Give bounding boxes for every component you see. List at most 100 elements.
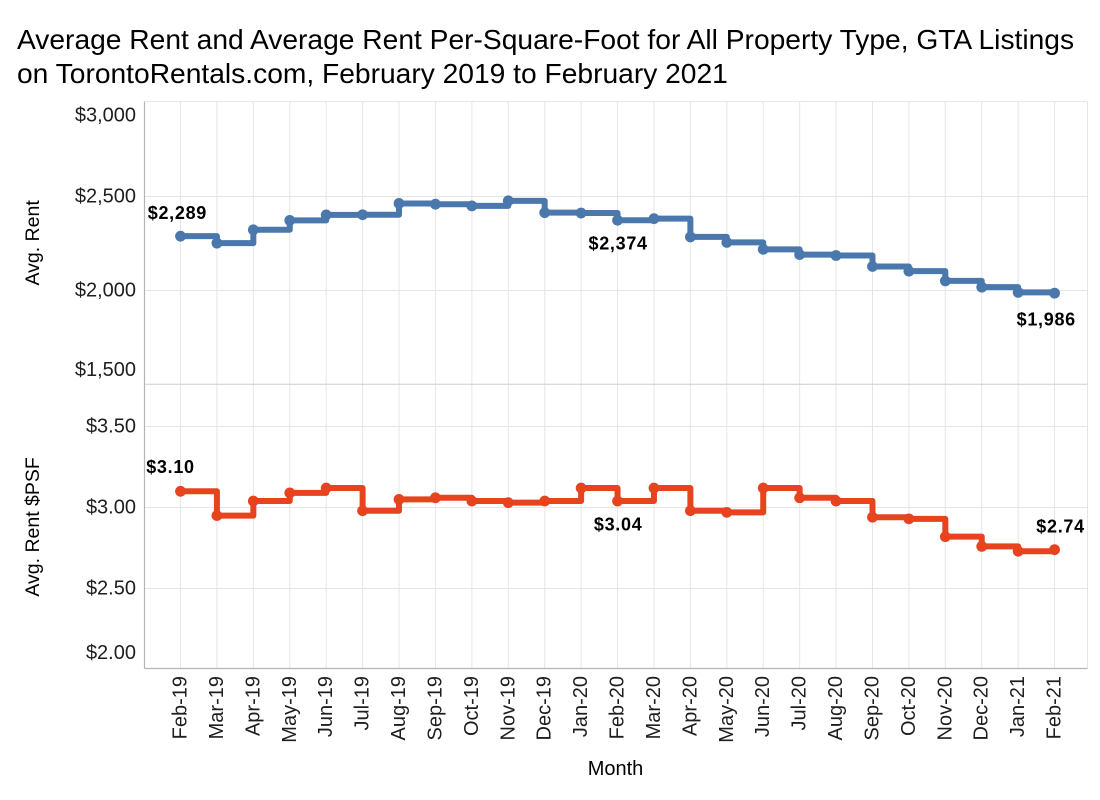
avg-rent-marker-Nov-20[interactable]	[939, 275, 951, 287]
avg-rent-psf-marker-Sep-19[interactable]	[430, 492, 441, 504]
series-layer	[175, 195, 1060, 557]
avg-rent-psf-marker-Mar-20[interactable]	[648, 482, 660, 494]
avg-rent-psf-series	[175, 482, 1060, 557]
avg-rent-marker-Mar-20[interactable]	[648, 213, 660, 225]
avg-rent-psf-marker-Dec-20[interactable]	[976, 540, 988, 552]
x-tick-label-Jan-20[interactable]: Jan-20	[570, 676, 592, 737]
avg-rent-psf-annotations: $3.10 $3.04 $2.74	[146, 457, 1084, 537]
point-label-$1,986: $1,986	[1017, 310, 1076, 330]
avg-rent-psf-y-tick-labels: $2.00 $2.50 $3.00 $3.50	[86, 416, 136, 665]
avg-rent-psf-marker-Oct-20[interactable]	[903, 513, 915, 525]
x-tick-label-Dec-20[interactable]: Dec-20	[971, 676, 993, 740]
x-tick-label-Oct-19[interactable]: Oct-19	[461, 676, 483, 736]
avg-rent-marker-Feb-20[interactable]	[612, 214, 623, 226]
avg-rent-marker-May-20[interactable]	[721, 236, 733, 248]
y-tick-label-$2,500: $2,500	[75, 186, 136, 208]
avg-rent-psf-marker-Jul-19[interactable]	[357, 505, 368, 517]
avg-rent-marker-Aug-19[interactable]	[393, 198, 405, 209]
avg-rent-psf-marker-Dec-19[interactable]	[539, 495, 551, 507]
avg-rent-marker-Sep-19[interactable]	[430, 198, 441, 210]
avg-rent-marker-Jul-19[interactable]	[357, 209, 368, 221]
avg-rent-marker-Jan-20[interactable]	[575, 207, 587, 219]
avg-rent-marker-Apr-19[interactable]	[247, 224, 259, 236]
avg-rent-psf-marker-Apr-19[interactable]	[247, 495, 259, 507]
avg-rent-psf-marker-Oct-19[interactable]	[466, 495, 478, 507]
y-tick-label-$2.50: $2.50	[86, 578, 136, 600]
avg-rent-psf-marker-Nov-19[interactable]	[502, 497, 514, 509]
x-tick-label-Apr-20[interactable]: Apr-20	[679, 676, 701, 736]
avg-rent-marker-Mar-19[interactable]	[211, 237, 223, 249]
avg-rent-psf-marker-Apr-20[interactable]	[684, 505, 696, 517]
avg-rent-marker-Dec-20[interactable]	[976, 281, 988, 293]
avg-rent-psf-marker-May-19[interactable]	[284, 487, 296, 499]
avg-rent-marker-Aug-20[interactable]	[830, 250, 842, 261]
x-tick-label-Mar-19[interactable]: Mar-19	[206, 676, 228, 739]
chart-title: Average Rent and Average Rent Per-Square…	[17, 22, 1074, 90]
avg-rent-marker-Oct-19[interactable]	[466, 200, 478, 212]
avg-rent-psf-marker-Aug-19[interactable]	[393, 494, 405, 505]
x-tick-label-Aug-19[interactable]: Aug-19	[388, 676, 410, 741]
avg-rent-marker-May-19[interactable]	[284, 214, 296, 226]
y-tick-label-$1,500: $1,500	[75, 359, 136, 381]
y-tick-label-$2,000: $2,000	[75, 280, 136, 302]
x-tick-label-Oct-20[interactable]: Oct-20	[898, 676, 920, 736]
y-tick-label-$2.00: $2.00	[86, 642, 136, 664]
gridlines-layer	[144, 101, 1088, 669]
axes-layer	[143, 101, 1088, 670]
avg-rent-psf-marker-Jun-19[interactable]	[320, 482, 332, 494]
x-tick-label-Mar-20[interactable]: Mar-20	[643, 676, 665, 739]
avg-rent-y-tick-labels: $1,500 $2,000 $2,500 $3,000	[75, 105, 136, 382]
avg-rent-psf-marker-Mar-19[interactable]	[211, 510, 223, 521]
x-tick-label-Apr-19[interactable]: Apr-19	[242, 676, 264, 736]
avg-rent-marker-Feb-19[interactable]	[175, 230, 186, 242]
avg-rent-psf-marker-Feb-20[interactable]	[612, 495, 623, 507]
x-tick-label-Jun-19[interactable]: Jun-19	[315, 676, 337, 737]
avg-rent-psf-marker-Aug-20[interactable]	[830, 495, 842, 507]
avg-rent-psf-marker-Feb-21[interactable]	[1049, 544, 1060, 556]
avg-rent-marker-Jan-21[interactable]	[1012, 286, 1024, 298]
x-tick-label-May-19[interactable]: May-19	[279, 676, 301, 743]
avg-rent-marker-Apr-20[interactable]	[684, 231, 696, 243]
avg-rent-psf-marker-Jan-21[interactable]	[1012, 545, 1024, 557]
avg-rent-psf-marker-Nov-20[interactable]	[939, 531, 951, 543]
x-tick-label-May-20[interactable]: May-20	[716, 676, 738, 743]
x-tick-label-Jan-21[interactable]: Jan-21	[1007, 676, 1029, 737]
avg-rent-marker-Feb-21[interactable]	[1049, 287, 1060, 299]
point-label-$2,289: $2,289	[148, 203, 207, 223]
avg-rent-marker-Sep-20[interactable]	[867, 261, 878, 272]
avg-rent-psf-marker-Jul-20[interactable]	[794, 492, 806, 504]
x-tick-label-Sep-19[interactable]: Sep-19	[424, 676, 446, 741]
avg-rent-axis-title: Avg. Rent	[22, 200, 44, 286]
x-tick-label-Jul-19[interactable]: Jul-19	[352, 676, 374, 730]
y-tick-label-$3.50: $3.50	[86, 416, 136, 438]
x-tick-label-Aug-20[interactable]: Aug-20	[825, 676, 847, 741]
avg-rent-psf-marker-Feb-19[interactable]	[175, 485, 186, 497]
avg-rent-marker-Dec-19[interactable]	[539, 207, 551, 219]
x-axis-title: Month	[588, 758, 644, 780]
avg-rent-psf-marker-Jan-20[interactable]	[575, 482, 587, 494]
x-tick-label-Jul-20[interactable]: Jul-20	[789, 676, 811, 730]
avg-rent-psf-axis-title: Avg. Rent $PSF	[22, 457, 44, 597]
avg-rent-marker-Jul-20[interactable]	[794, 249, 806, 260]
avg-rent-marker-Jun-20[interactable]	[757, 243, 769, 255]
x-tick-labels: Feb-19 Mar-19 Apr-19 May-19 Jun-19 Jul-19 Aug-…	[170, 676, 1066, 743]
x-tick-label-Nov-20[interactable]: Nov-20	[934, 676, 956, 740]
chart-title-line2: on TorontoRentals.com, February 2019 to …	[17, 57, 728, 89]
point-label-$3.10: $3.10	[146, 457, 195, 477]
x-tick-label-Dec-19[interactable]: Dec-19	[534, 676, 556, 740]
avg-rent-psf-marker-May-20[interactable]	[721, 506, 733, 518]
x-tick-label-Nov-19[interactable]: Nov-19	[497, 676, 519, 740]
x-tick-label-Feb-21[interactable]: Feb-21	[1044, 676, 1066, 739]
avg-rent-psf-marker-Sep-20[interactable]	[867, 511, 878, 523]
x-tick-label-Feb-20[interactable]: Feb-20	[607, 676, 629, 739]
avg-rent-marker-Jun-19[interactable]	[320, 209, 332, 221]
x-tick-label-Feb-19[interactable]: Feb-19	[170, 676, 192, 739]
avg-rent-marker-Oct-20[interactable]	[903, 265, 915, 277]
avg-rent-marker-Nov-19[interactable]	[502, 195, 514, 207]
x-tick-label-Jun-20[interactable]: Jun-20	[752, 676, 774, 737]
y-tick-label-$3,000: $3,000	[75, 105, 136, 127]
avg-rent-psf-marker-Jun-20[interactable]	[757, 482, 769, 494]
x-tick-label-Sep-20[interactable]: Sep-20	[861, 676, 883, 741]
